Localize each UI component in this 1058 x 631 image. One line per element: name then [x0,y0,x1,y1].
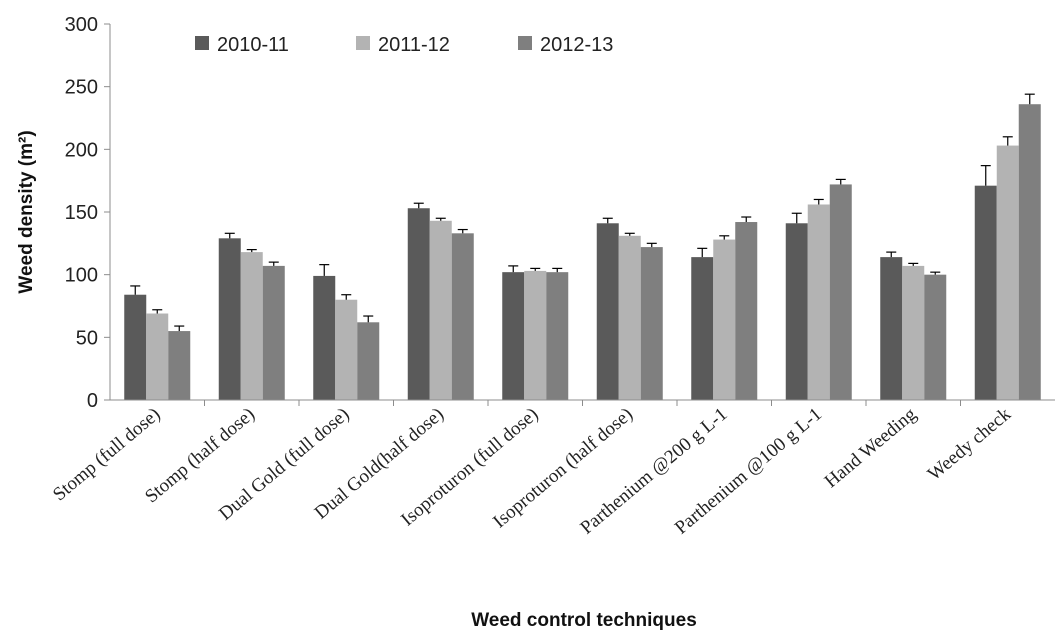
bar [524,270,547,400]
y-tick-label: 200 [65,139,98,161]
legend-label: 2010-11 [217,34,289,56]
legend: 2010-11 2011-12 2012-13 [195,34,613,56]
bar [996,145,1019,400]
bar [429,220,452,400]
bar [335,299,358,400]
legend-label: 2011-12 [378,34,450,56]
x-tick-label: Hand Weeding [821,403,921,492]
y-tick-label: 50 [76,327,98,349]
bar [146,313,169,400]
bar [713,239,736,400]
bar [168,331,191,400]
bar [640,247,663,400]
bar [974,185,997,400]
bar [313,275,336,400]
bar [618,235,641,400]
bar [924,274,947,400]
y-tick-label: 100 [65,265,98,287]
bar [502,272,525,400]
legend-swatch [356,36,370,50]
bar [262,265,285,400]
bar [1018,104,1041,401]
bar [407,208,430,400]
bars [124,93,1041,401]
bar [596,223,619,400]
bar [240,252,263,400]
bar [807,204,830,400]
y-axis-title: Weed density (m²) [16,130,37,293]
bar [546,272,569,400]
y-tick-label: 150 [65,202,98,224]
x-axis-tick-labels: Stomp (full dose)Stomp (half dose)Dual G… [49,400,1015,539]
bar [829,184,852,400]
x-axis-title: Weed control techniques [471,610,697,631]
y-tick-label: 250 [65,77,98,99]
bar [880,257,903,400]
bar [902,265,925,400]
y-tick-label: 0 [87,390,98,412]
y-axis-ticks: 0 50 100 150 200 250 300 [65,14,110,412]
legend-swatch [195,36,209,50]
bar [785,223,808,400]
legend-label: 2012-13 [540,34,613,56]
bar [124,294,147,400]
bar [218,238,241,400]
x-tick-label: Weedy check [924,403,1016,485]
bar [451,233,474,400]
bar [357,322,380,400]
axes [109,24,1055,401]
bar [691,257,714,400]
bar [735,222,758,400]
y-tick-label: 300 [65,14,98,36]
legend-swatch [518,36,532,50]
